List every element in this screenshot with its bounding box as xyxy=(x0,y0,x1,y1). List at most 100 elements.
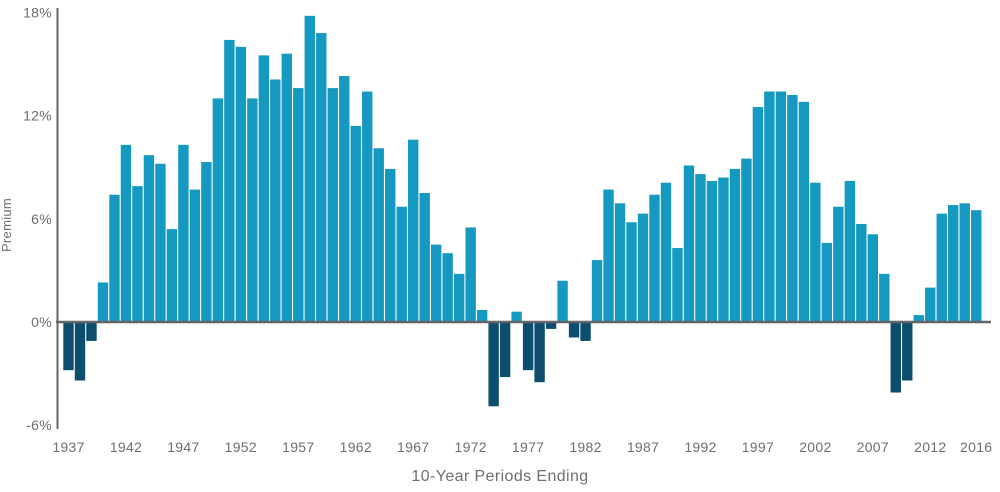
bar-2016 xyxy=(971,210,982,322)
bar-1999 xyxy=(775,91,787,323)
x-tick-2016: 2016 xyxy=(960,439,992,455)
bar-1962 xyxy=(350,125,361,322)
bar-2007 xyxy=(867,234,878,322)
bar-1963 xyxy=(362,91,373,323)
bar-1976 xyxy=(511,311,522,322)
x-tick-1992: 1992 xyxy=(684,439,716,455)
bar-1942 xyxy=(120,144,132,322)
bar-1969 xyxy=(430,244,442,322)
bar-1988 xyxy=(649,194,660,322)
bar-1992 xyxy=(695,174,706,322)
bar-2003 xyxy=(821,242,833,322)
bar-1983 xyxy=(591,260,603,322)
bar-1984 xyxy=(603,189,614,322)
bar-1994 xyxy=(718,177,729,322)
bar-2002 xyxy=(810,182,821,322)
bar-2004 xyxy=(833,206,844,322)
bar-1957 xyxy=(293,88,304,322)
x-tick-labels: 1937 1942 1947 1952 1957 1962 1967 1972 1977 1982… xyxy=(52,439,992,455)
bar-1997 xyxy=(752,107,764,322)
x-tick-1942: 1942 xyxy=(110,439,142,455)
bar-1950 xyxy=(212,98,224,323)
bar-2001 xyxy=(798,101,810,322)
x-axis-title: 10-Year Periods Ending xyxy=(411,468,588,485)
bar-1958 xyxy=(304,15,315,323)
bar-1961 xyxy=(339,76,350,322)
bar-1967 xyxy=(408,139,419,322)
bar-2000 xyxy=(787,94,798,323)
bar-1939 xyxy=(86,322,97,341)
bar-1959 xyxy=(316,33,327,322)
bar-1943 xyxy=(132,186,143,322)
x-tick-2007: 2007 xyxy=(857,439,889,455)
y-tick-labels: -6% 0% 6% 12% 18% xyxy=(23,4,52,433)
bar-2011 xyxy=(913,315,924,322)
bar-2015 xyxy=(959,203,970,322)
bar-1998 xyxy=(764,91,775,323)
bar-1968 xyxy=(419,193,430,322)
x-tick-1952: 1952 xyxy=(225,439,257,455)
x-tick-1987: 1987 xyxy=(627,439,659,455)
y-tick--6%: -6% xyxy=(26,417,52,433)
bar-2009 xyxy=(890,322,901,393)
bar-1996 xyxy=(741,158,752,322)
x-tick-1982: 1982 xyxy=(569,439,601,455)
bar-1946 xyxy=(166,229,178,322)
x-tick-1937: 1937 xyxy=(52,439,84,455)
bar-1965 xyxy=(385,168,396,322)
bar-1981 xyxy=(568,322,580,338)
bar-1938 xyxy=(74,322,86,381)
bar-1989 xyxy=(660,182,672,322)
bar-1966 xyxy=(396,206,407,322)
bar-2013 xyxy=(936,213,947,322)
x-tick-1962: 1962 xyxy=(340,439,372,455)
bar-1952 xyxy=(235,46,247,323)
bar-1995 xyxy=(729,168,741,322)
bar-1947 xyxy=(178,144,189,322)
bar-1948 xyxy=(189,189,201,322)
bar-1978 xyxy=(534,322,545,383)
bar-1941 xyxy=(109,194,120,322)
y-tick-6%: 6% xyxy=(31,211,52,227)
bar-2012 xyxy=(925,287,936,322)
bar-1953 xyxy=(247,98,258,323)
bar-1970 xyxy=(442,253,453,322)
bar-1960 xyxy=(327,88,338,322)
bar-1956 xyxy=(281,53,293,323)
bar-1940 xyxy=(97,282,109,322)
bar-1993 xyxy=(706,180,718,322)
y-axis-title: Premium xyxy=(0,198,14,252)
bar-2006 xyxy=(856,223,867,322)
bar-2005 xyxy=(844,180,856,322)
x-tick-1947: 1947 xyxy=(167,439,199,455)
bar-1979 xyxy=(545,322,557,329)
y-tick-18%: 18% xyxy=(23,4,52,20)
bar-1985 xyxy=(614,203,626,322)
bar-1980 xyxy=(557,280,568,322)
y-tick-0%: 0% xyxy=(31,314,52,330)
bar-2008 xyxy=(879,273,890,322)
bar-1972 xyxy=(465,227,476,322)
bar-1964 xyxy=(373,148,384,322)
x-tick-1967: 1967 xyxy=(397,439,429,455)
bar-1990 xyxy=(672,248,683,322)
bars-group xyxy=(63,15,982,407)
x-tick-1977: 1977 xyxy=(512,439,544,455)
bar-1977 xyxy=(522,322,534,371)
bar-2010 xyxy=(902,322,913,381)
bar-1986 xyxy=(626,222,637,322)
bar-1987 xyxy=(637,213,649,322)
y-tick-12%: 12% xyxy=(23,108,52,124)
bar-1974 xyxy=(488,322,499,407)
bar-1937 xyxy=(63,322,74,371)
bar-1982 xyxy=(580,322,591,341)
bar-1951 xyxy=(224,39,235,323)
bar-1991 xyxy=(683,165,695,322)
bar-1971 xyxy=(453,273,465,322)
bar-1944 xyxy=(143,155,155,322)
bar-1949 xyxy=(201,162,212,322)
bar-1954 xyxy=(258,55,270,323)
bar-1955 xyxy=(270,79,281,322)
